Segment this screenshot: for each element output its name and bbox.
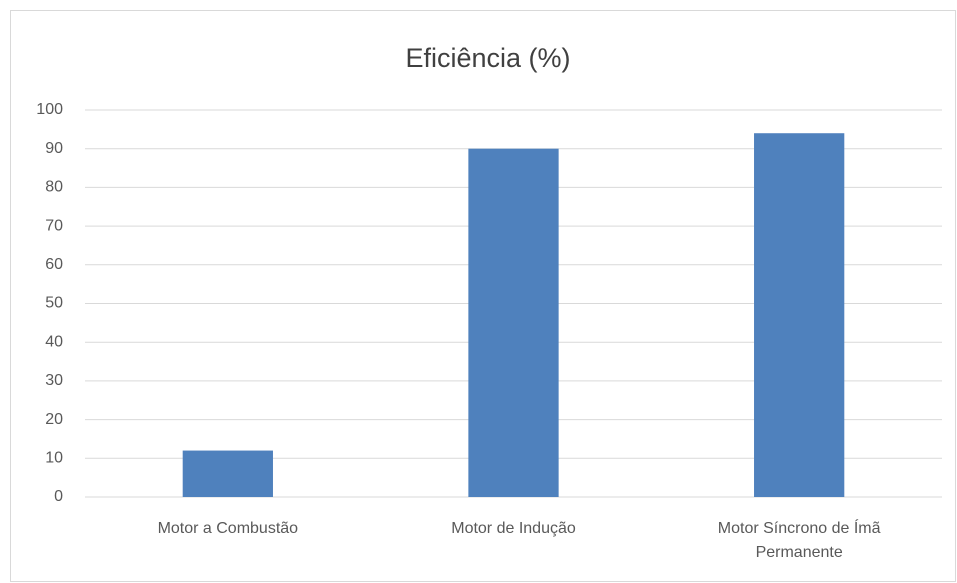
y-tick-label: 50 (45, 295, 63, 312)
y-tick-label: 30 (45, 372, 63, 389)
y-tick-label: 20 (45, 411, 63, 428)
y-tick-label: 90 (45, 140, 63, 157)
x-tick-label: Motor de Indução (451, 520, 576, 537)
y-tick-label: 80 (45, 179, 63, 196)
y-tick-label: 60 (45, 256, 63, 273)
y-tick-label: 100 (36, 101, 63, 118)
x-tick-label: Motor a Combustão (158, 520, 299, 537)
y-tick-label: 0 (54, 488, 63, 505)
y-tick-label: 40 (45, 333, 63, 350)
bar (754, 133, 845, 497)
bar (182, 450, 273, 497)
bar (468, 148, 559, 497)
y-tick-label: 70 (45, 217, 63, 234)
x-tick-label: Motor Síncrono de Ímã Permanente (718, 518, 881, 561)
chart-title: Eficiência (%) (405, 43, 570, 73)
y-tick-label: 10 (45, 450, 63, 467)
